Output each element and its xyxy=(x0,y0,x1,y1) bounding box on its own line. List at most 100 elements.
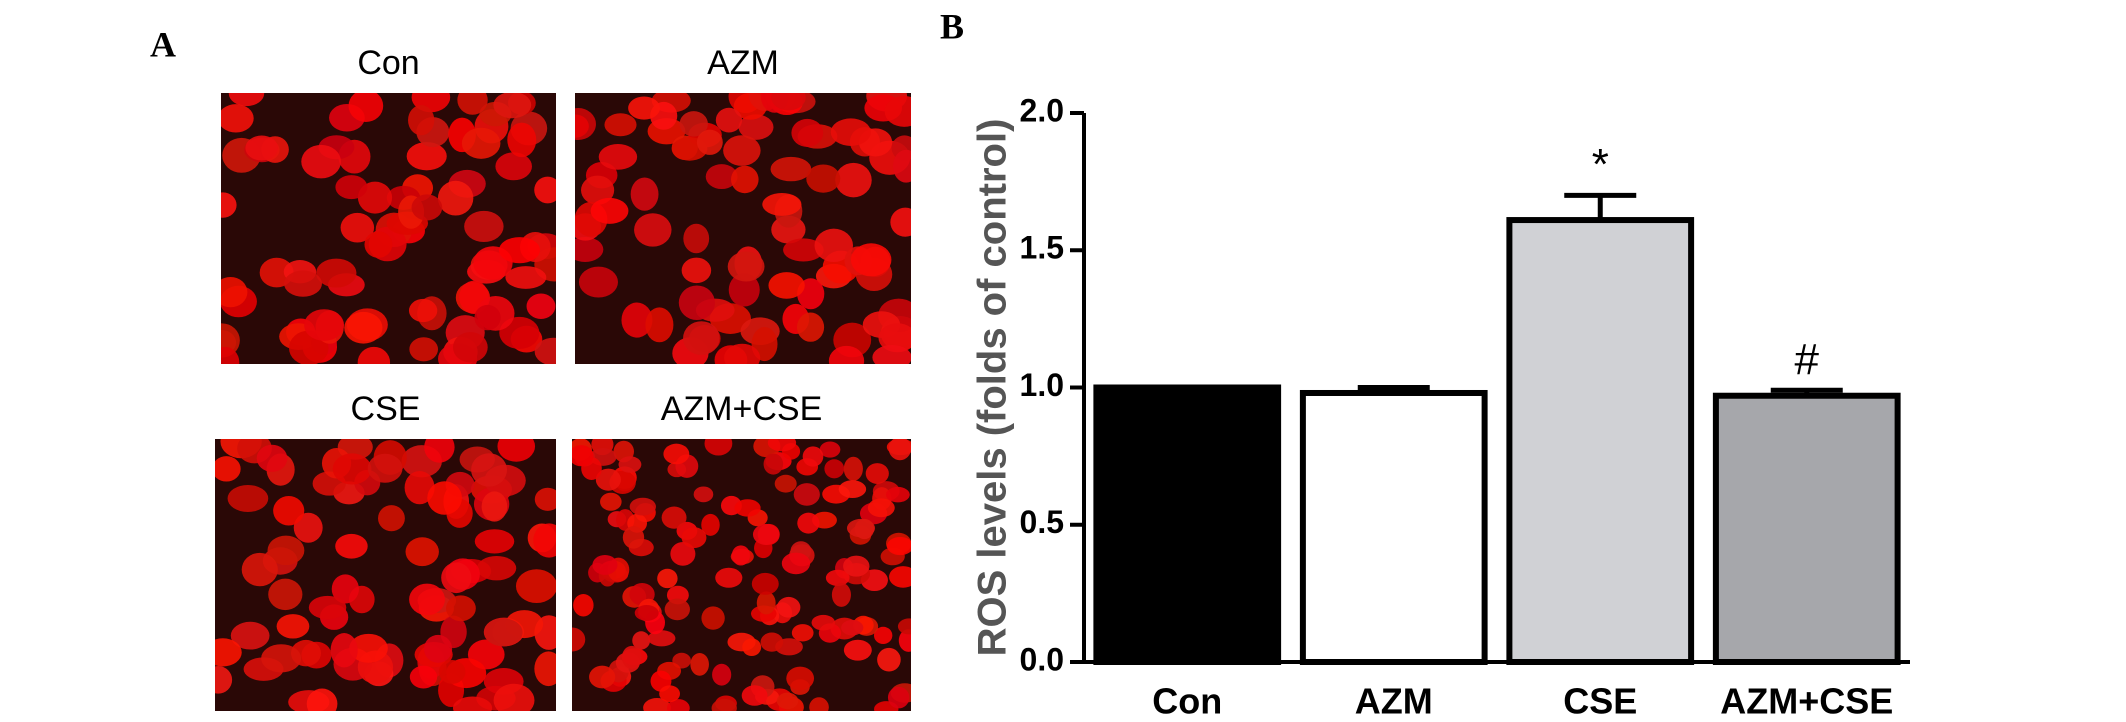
bar xyxy=(1093,384,1282,665)
cells xyxy=(575,93,911,364)
micrograph xyxy=(572,439,911,711)
cell xyxy=(409,665,438,689)
cell xyxy=(890,207,911,237)
cell xyxy=(572,627,586,652)
cell xyxy=(284,270,322,297)
cell xyxy=(618,456,642,473)
cell xyxy=(306,688,338,711)
cell xyxy=(221,104,254,133)
cell xyxy=(575,114,589,138)
cell xyxy=(793,483,820,506)
cell xyxy=(681,527,707,549)
cell xyxy=(776,596,801,618)
cell xyxy=(595,468,621,491)
cell xyxy=(846,518,876,538)
cell xyxy=(367,453,403,483)
y-tick-label: 2.0 xyxy=(1020,92,1064,128)
cell xyxy=(227,484,269,513)
cell xyxy=(809,697,829,711)
cell xyxy=(814,228,854,263)
y-tick-label: 1.5 xyxy=(1020,230,1064,266)
cell xyxy=(643,697,671,711)
cell xyxy=(572,445,594,467)
cell xyxy=(811,614,836,631)
cell xyxy=(441,562,472,594)
y-tick-label: 0.0 xyxy=(1020,641,1064,677)
cell xyxy=(332,453,372,485)
cell xyxy=(760,632,784,652)
cell xyxy=(679,111,708,137)
cell xyxy=(408,298,438,323)
cell xyxy=(628,96,661,120)
cell xyxy=(493,683,535,711)
cell xyxy=(841,619,864,636)
cell xyxy=(712,663,732,686)
cell xyxy=(604,113,637,137)
cell xyxy=(728,273,760,307)
cell xyxy=(704,439,733,456)
cell xyxy=(273,496,305,526)
cell xyxy=(215,666,233,694)
cell xyxy=(268,578,303,611)
cell xyxy=(267,535,305,566)
cell xyxy=(723,135,761,166)
cell xyxy=(409,583,445,616)
cell xyxy=(481,491,508,522)
cell xyxy=(791,624,814,642)
cell xyxy=(667,699,690,711)
cell xyxy=(802,446,824,467)
cell xyxy=(221,346,240,364)
cell xyxy=(534,337,556,364)
bar xyxy=(1506,217,1695,665)
cell xyxy=(261,644,302,673)
cell xyxy=(330,633,358,668)
cell xyxy=(838,480,867,498)
cell xyxy=(461,127,501,159)
cell xyxy=(408,105,435,136)
cell xyxy=(301,144,341,179)
cell xyxy=(438,660,466,684)
cell xyxy=(661,506,687,529)
cell xyxy=(452,332,488,363)
cell xyxy=(659,685,680,703)
cell xyxy=(621,645,642,669)
cell xyxy=(681,257,712,284)
cell xyxy=(622,526,645,549)
image-label: CSE xyxy=(351,390,421,428)
cell xyxy=(526,293,556,320)
cell xyxy=(404,470,435,505)
cell xyxy=(276,614,310,639)
cell xyxy=(533,523,556,558)
x-tick-label: Con xyxy=(1152,681,1222,722)
cell xyxy=(406,142,447,171)
cell xyxy=(831,582,851,607)
y-tick-label: 1.0 xyxy=(1020,367,1064,403)
panel-label: B xyxy=(940,6,964,46)
cell xyxy=(630,177,659,211)
cells xyxy=(215,439,556,711)
cell xyxy=(427,481,462,515)
cell xyxy=(405,537,439,567)
cell xyxy=(884,95,911,127)
image-label: AZM+CSE xyxy=(661,390,823,428)
cell xyxy=(843,456,863,481)
bar xyxy=(1712,392,1901,665)
cell xyxy=(331,574,359,604)
cell xyxy=(898,629,911,652)
cell xyxy=(424,439,455,463)
cell xyxy=(484,618,523,647)
cell xyxy=(349,633,388,663)
cell xyxy=(670,542,696,566)
cell xyxy=(781,552,811,575)
cell xyxy=(335,175,368,200)
cell xyxy=(344,311,383,344)
cell xyxy=(693,486,714,503)
cell xyxy=(437,180,474,216)
cell xyxy=(589,665,616,689)
cell xyxy=(824,459,845,479)
cell xyxy=(592,555,618,575)
cell xyxy=(872,344,911,364)
cell xyxy=(797,512,820,534)
cell xyxy=(835,162,872,198)
cell xyxy=(734,499,761,517)
